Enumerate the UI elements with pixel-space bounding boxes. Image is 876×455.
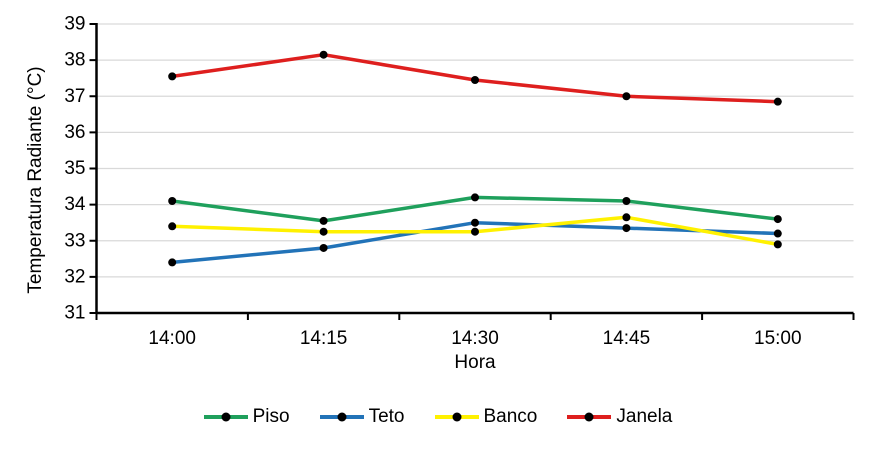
legend-marker-icon	[584, 412, 594, 422]
x-tick-label-14:15: 14:15	[300, 328, 348, 349]
x-tick-label-15:00: 15:00	[754, 328, 802, 349]
data-point-janela-15:00	[773, 97, 782, 106]
y-tick-label-36: 36	[64, 122, 85, 143]
legend-swatch-banco	[434, 412, 479, 422]
y-tick-label-37: 37	[64, 86, 85, 107]
y-axis-title: Temperatura Radiante (°C)	[25, 66, 46, 294]
data-point-banco-14:00	[168, 222, 177, 231]
legend-swatch-piso	[203, 412, 248, 422]
y-tick-label-34: 34	[64, 194, 86, 215]
legend-marker-icon	[452, 412, 461, 422]
legend-item-piso: Piso	[203, 406, 290, 428]
legend-item-janela: Janela	[567, 406, 672, 428]
data-point-banco-14:15	[319, 227, 328, 236]
data-point-piso-14:45	[622, 197, 631, 206]
x-tick-label-14:45: 14:45	[603, 328, 651, 349]
legend-marker-icon	[337, 412, 347, 422]
legend-label-banco: Banco	[483, 406, 538, 427]
y-tick-label-35: 35	[64, 158, 85, 179]
legend-label-teto: Teto	[368, 406, 405, 427]
y-tick-label-33: 33	[64, 230, 85, 251]
legend-swatch-janela	[567, 412, 612, 422]
legend-item-banco: Banco	[434, 406, 538, 428]
data-point-piso-15:00	[773, 215, 782, 224]
y-tick-label-32: 32	[64, 266, 85, 287]
data-point-teto-15:00	[773, 229, 782, 238]
legend-swatch-teto	[319, 412, 364, 422]
data-point-teto-14:00	[168, 258, 177, 267]
x-tick-label-14:00: 14:00	[148, 328, 196, 349]
legend-label-janela: Janela	[616, 406, 673, 427]
legend-marker-icon	[221, 412, 231, 422]
data-point-banco-14:45	[622, 213, 631, 222]
data-point-janela-14:00	[168, 72, 177, 81]
y-tick-label-31: 31	[64, 303, 85, 324]
data-point-teto-14:45	[622, 224, 631, 233]
y-tick-label-38: 38	[64, 50, 85, 71]
data-point-janela-14:15	[319, 50, 328, 59]
data-point-teto-14:30	[471, 218, 479, 227]
data-point-piso-14:00	[168, 197, 177, 206]
legend-label-piso: Piso	[252, 406, 290, 427]
data-point-piso-14:15	[319, 216, 328, 225]
data-point-janela-14:45	[622, 92, 631, 101]
y-tick-label-39: 39	[64, 14, 85, 35]
legend: Piso Teto Banco Janela	[0, 406, 876, 428]
data-point-banco-15:00	[773, 240, 782, 249]
data-point-piso-14:30	[471, 193, 479, 202]
data-point-teto-14:15	[319, 243, 328, 252]
data-point-janela-14:30	[471, 75, 479, 84]
legend-item-teto: Teto	[319, 406, 405, 428]
x-tick-label-14:30: 14:30	[451, 328, 499, 349]
data-point-banco-14:30	[471, 227, 479, 236]
x-axis-title: Hora	[454, 352, 496, 373]
